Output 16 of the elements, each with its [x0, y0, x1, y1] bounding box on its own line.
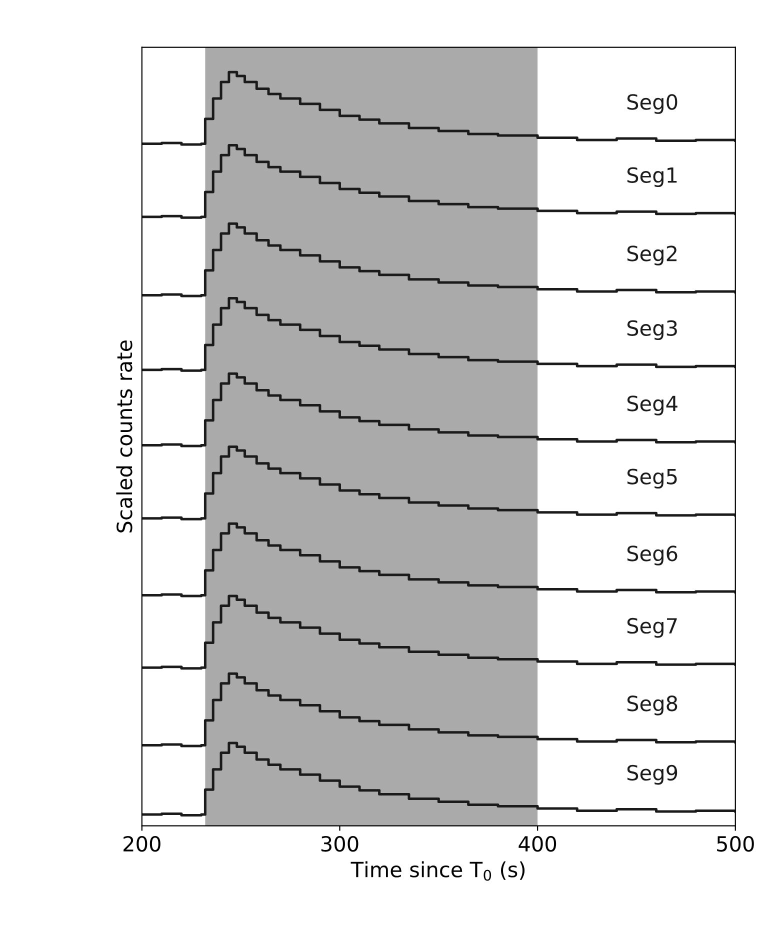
series-label: Seg7 — [627, 618, 677, 638]
x-tick-label: 200 — [124, 836, 160, 852]
x-tick-label: 500 — [717, 836, 754, 852]
series-label: Seg3 — [627, 320, 677, 340]
series-label: Seg0 — [627, 94, 678, 114]
series-label: Seg5 — [627, 468, 677, 488]
series-label: Seg8 — [627, 696, 678, 716]
y-axis-title: Scaled counts rate — [116, 340, 132, 532]
x-axis-title: Time since T$_{0}$ (s) — [350, 861, 525, 881]
series-label: Seg2 — [627, 246, 676, 266]
x-tick-label: 400 — [518, 836, 556, 852]
series-label: Seg6 — [627, 546, 678, 566]
series-label: Seg9 — [627, 764, 678, 785]
series-label: Seg4 — [627, 396, 678, 416]
series-label: Seg1 — [627, 167, 677, 188]
x-tick-label: 300 — [321, 836, 358, 852]
